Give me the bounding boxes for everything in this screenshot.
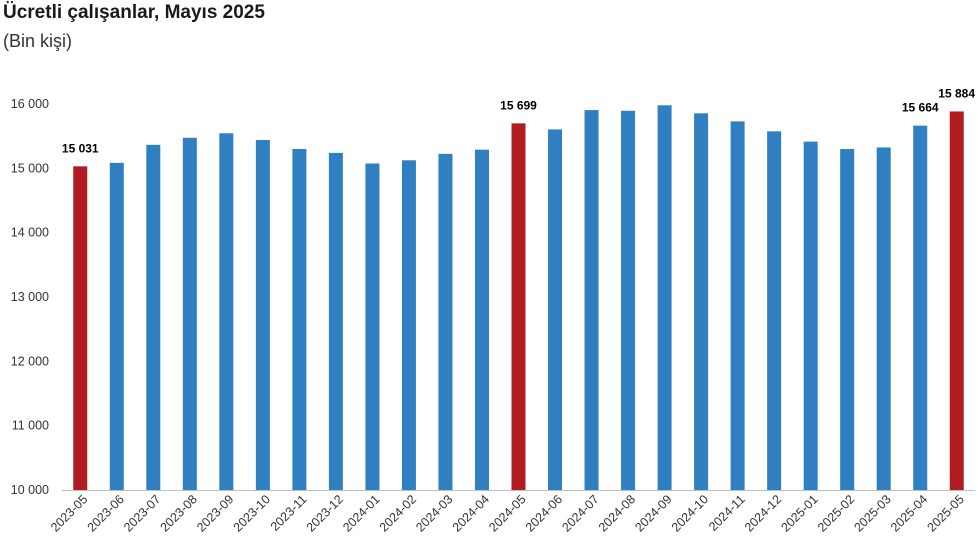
x-tick-label: 2024-07 [559,492,601,534]
x-tick-label: 2024-09 [632,492,674,534]
y-tick-label: 12 000 [11,354,49,368]
bar-2025-05 [949,111,964,490]
bar-2024-09 [657,105,672,490]
bar-2024-08 [621,110,636,490]
x-tick-label: 2024-01 [340,492,382,534]
x-axis: 2023-052023-062023-072023-082023-092023-… [48,490,975,535]
bar-2024-01 [365,163,380,490]
bar-2023-12 [328,152,343,491]
x-tick-label: 2024-06 [523,492,565,534]
x-tick-label: 2025-03 [851,492,893,534]
x-tick-label: 2024-02 [377,492,419,534]
bar-2024-03 [438,153,453,490]
bar-series [73,105,964,491]
bar-2024-11 [730,121,745,491]
x-tick-label: 2023-11 [268,492,310,534]
bar-2024-02 [401,160,416,490]
x-tick-label: 2024-05 [486,492,528,534]
y-tick-label: 15 000 [11,161,49,175]
bar-2024-10 [694,113,709,490]
x-tick-label: 2023-10 [231,492,273,534]
x-tick-label: 2023-09 [194,492,236,534]
bar-2023-08 [182,137,197,490]
x-tick-label: 2024-10 [669,492,711,534]
bar-2023-09 [219,133,234,490]
bar-2023-06 [109,162,124,491]
data-label-2025-05: 15 884 [938,86,975,100]
bar-2024-07 [584,110,599,490]
y-axis: 10 000 11 000 12 000 13 000 14 000 15 000 16 0… [11,97,49,497]
data-label-2025-04: 15 664 [902,101,939,115]
bar-2023-05 [73,166,88,491]
x-tick-label: 2023-05 [48,492,90,534]
bar-2023-07 [146,144,161,490]
y-tick-label: 14 000 [11,226,49,240]
y-tick-label: 10 000 [11,483,49,497]
x-tick-label: 2025-01 [778,492,820,534]
bar-2025-04 [913,125,928,490]
bar-2025-01 [803,141,818,490]
bar-2024-06 [548,129,563,490]
chart-title: Ücretli çalışanlar, Mayıs 2025 [3,2,265,23]
y-tick-label: 16 000 [11,97,49,111]
x-tick-label: 2023-06 [85,492,127,534]
x-tick-label: 2023-07 [121,492,163,534]
bar-2024-12 [767,131,782,490]
chart-subtitle: (Bin kişi) [3,31,73,51]
data-label-2023-05: 15 031 [62,141,99,155]
x-tick-label: 2024-04 [450,492,492,534]
bar-2024-04 [474,149,489,490]
x-tick-label: 2024-08 [596,492,638,534]
x-tick-label: 2023-12 [304,492,346,534]
x-tick-label: 2025-02 [815,492,857,534]
y-tick-label: 13 000 [11,290,49,304]
x-tick-label: 2025-05 [925,492,967,534]
x-tick-label: 2023-08 [158,492,200,534]
bar-2024-05 [511,123,526,491]
x-tick-label: 2024-12 [742,492,784,534]
bar-2023-10 [255,140,270,490]
bar-2025-02 [840,149,855,491]
x-tick-label: 2025-04 [888,492,930,534]
data-label-2024-05: 15 699 [500,98,537,112]
x-tick-label: 2024-03 [413,492,455,534]
x-tick-label: 2024-11 [706,492,748,534]
bar-2023-11 [292,149,307,491]
y-tick-label: 11 000 [12,419,49,433]
bar-2025-03 [876,147,891,491]
